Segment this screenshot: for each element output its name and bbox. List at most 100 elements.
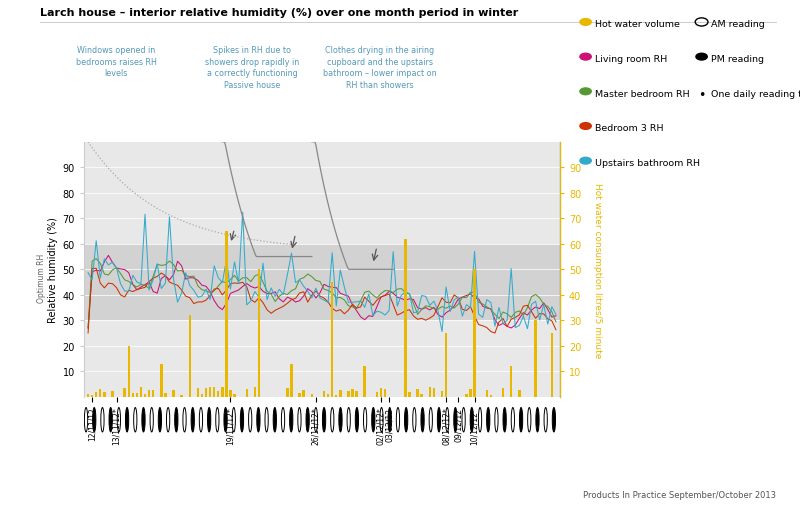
Text: Living room RH: Living room RH: [595, 55, 667, 64]
Bar: [140, 387, 142, 397]
Circle shape: [191, 408, 194, 432]
Bar: [209, 387, 211, 397]
Circle shape: [372, 408, 375, 432]
Circle shape: [470, 408, 474, 432]
Bar: [160, 364, 162, 397]
Circle shape: [486, 408, 490, 432]
Text: Master bedroom RH: Master bedroom RH: [595, 90, 690, 99]
Bar: [201, 394, 203, 397]
Bar: [408, 392, 410, 397]
Bar: [550, 333, 553, 397]
Bar: [331, 282, 334, 397]
Circle shape: [388, 408, 391, 432]
Bar: [421, 394, 423, 397]
Bar: [466, 394, 468, 397]
Bar: [323, 391, 326, 397]
Bar: [327, 394, 330, 397]
Bar: [205, 388, 207, 397]
Bar: [474, 270, 476, 397]
Circle shape: [207, 408, 210, 432]
Bar: [534, 321, 537, 397]
Text: Upstairs bathroom RH: Upstairs bathroom RH: [595, 159, 700, 168]
Bar: [335, 395, 338, 397]
Bar: [376, 393, 378, 397]
Bar: [302, 390, 305, 397]
Bar: [404, 239, 406, 397]
Bar: [490, 395, 492, 397]
Bar: [148, 390, 150, 397]
Circle shape: [290, 408, 293, 432]
Text: Windows opened in
bedrooms raises RH
levels: Windows opened in bedrooms raises RH lev…: [75, 46, 157, 78]
Bar: [258, 270, 260, 397]
Circle shape: [454, 408, 457, 432]
Text: Optimum RH: Optimum RH: [37, 253, 46, 302]
Circle shape: [109, 408, 112, 432]
Bar: [225, 232, 228, 397]
Text: Products In Practice September/October 2013: Products In Practice September/October 2…: [583, 490, 776, 499]
Circle shape: [158, 408, 162, 432]
Bar: [172, 390, 174, 397]
Bar: [234, 394, 236, 397]
Bar: [213, 387, 215, 397]
Circle shape: [519, 408, 522, 432]
Bar: [131, 393, 134, 397]
Bar: [445, 333, 447, 397]
Bar: [363, 366, 366, 397]
Circle shape: [421, 408, 424, 432]
Bar: [286, 388, 289, 397]
Circle shape: [257, 408, 260, 432]
Bar: [298, 393, 301, 397]
Circle shape: [552, 408, 555, 432]
Bar: [441, 391, 443, 397]
Circle shape: [536, 408, 539, 432]
Circle shape: [306, 408, 310, 432]
Bar: [254, 387, 256, 397]
Circle shape: [339, 408, 342, 432]
Circle shape: [174, 408, 178, 432]
Circle shape: [355, 408, 358, 432]
Bar: [84, 244, 560, 321]
Circle shape: [126, 408, 129, 432]
Bar: [217, 391, 219, 397]
Circle shape: [142, 408, 145, 432]
Text: Hot water volume: Hot water volume: [595, 20, 680, 30]
Circle shape: [93, 408, 96, 432]
Bar: [470, 389, 472, 397]
Text: One daily reading taken: One daily reading taken: [711, 90, 800, 99]
Text: Bedroom 3 RH: Bedroom 3 RH: [595, 124, 664, 133]
Bar: [95, 392, 98, 397]
Circle shape: [322, 408, 326, 432]
Bar: [87, 394, 90, 397]
Text: Larch house – interior relative humidity (%) over one month period in winter: Larch house – interior relative humidity…: [40, 8, 518, 18]
Bar: [181, 395, 183, 397]
Bar: [197, 389, 199, 397]
Bar: [384, 389, 386, 397]
Bar: [290, 364, 293, 397]
Bar: [136, 393, 138, 397]
Bar: [339, 390, 342, 397]
Text: PM reading: PM reading: [711, 55, 764, 64]
Bar: [502, 388, 504, 397]
Bar: [103, 392, 106, 397]
Bar: [221, 387, 223, 397]
Text: •: •: [698, 89, 706, 101]
Circle shape: [240, 408, 244, 432]
Bar: [127, 346, 130, 397]
Bar: [152, 390, 154, 397]
Text: AM reading: AM reading: [711, 20, 765, 30]
Bar: [164, 393, 166, 397]
Bar: [355, 391, 358, 397]
Bar: [416, 389, 419, 397]
Bar: [123, 388, 126, 397]
Circle shape: [224, 408, 227, 432]
Bar: [111, 391, 114, 397]
Y-axis label: Hot water consumption litres/5 minute: Hot water consumption litres/5 minute: [593, 182, 602, 357]
Bar: [351, 389, 354, 397]
Bar: [518, 390, 521, 397]
Bar: [486, 390, 488, 397]
Bar: [510, 366, 512, 397]
Bar: [380, 388, 382, 397]
Bar: [144, 394, 146, 397]
Bar: [91, 395, 94, 397]
Bar: [99, 389, 102, 397]
